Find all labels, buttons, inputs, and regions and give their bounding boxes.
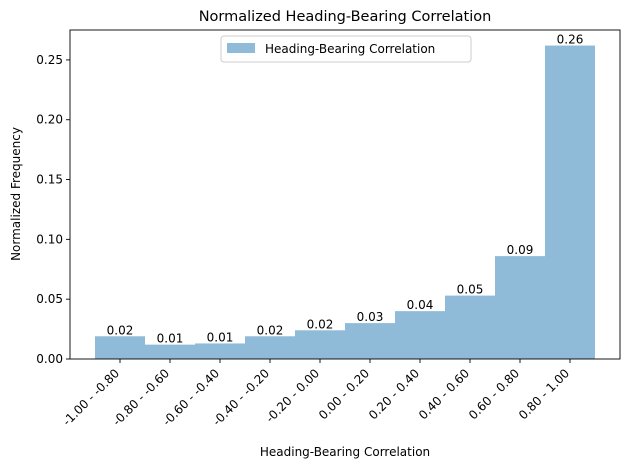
y-tick-label-0: 0.00 xyxy=(36,352,63,366)
bar-1 xyxy=(145,344,195,359)
legend: Heading-Bearing Correlation xyxy=(220,35,472,63)
legend-swatch xyxy=(227,43,255,53)
y-axis-label: Normalized Frequency xyxy=(9,127,23,261)
x-tick-label-8: 0.60 - 0.80 xyxy=(466,366,522,422)
chart-title: Normalized Heading-Bearing Correlation xyxy=(199,9,492,25)
y-tick-label-2: 0.10 xyxy=(36,232,63,246)
bar-7 xyxy=(445,295,495,359)
y-tick-label-5: 0.25 xyxy=(36,53,63,67)
bar-3 xyxy=(245,336,295,359)
y-tick-label-3: 0.15 xyxy=(36,173,63,187)
x-tick-label-7: 0.40 - 0.60 xyxy=(416,366,472,422)
x-axis-label: Heading-Bearing Correlation xyxy=(260,445,430,459)
x-tick-label-5: 0.00 - 0.20 xyxy=(316,366,372,422)
bar-8 xyxy=(495,256,545,359)
y-axis: 0.00 0.05 0.10 0.15 0.20 0.25 xyxy=(36,53,70,366)
x-tick-label-6: 0.20 - 0.40 xyxy=(366,366,422,422)
data-label-7: 0.05 xyxy=(457,283,484,297)
bar-6 xyxy=(395,311,445,359)
x-tick-label-9: 0.80 - 1.00 xyxy=(516,366,572,422)
x-tick-label-4: -0.20 - 0.00 xyxy=(263,366,322,425)
data-labels-layer: 0.02 0.01 0.01 0.02 0.02 0.03 0.04 0.05 0.09 0.26 xyxy=(107,33,584,346)
x-axis: -1.00 - -0.80-0.80 - -0.60-0.60 - -0.40-… xyxy=(60,359,572,428)
data-label-2: 0.01 xyxy=(207,330,234,344)
bar-0 xyxy=(95,336,145,359)
data-label-9: 0.26 xyxy=(557,33,584,47)
plot-frame xyxy=(69,29,621,360)
bar-9 xyxy=(545,45,595,359)
data-label-4: 0.02 xyxy=(307,317,334,331)
bars-layer xyxy=(95,45,595,359)
data-label-3: 0.02 xyxy=(257,323,284,337)
data-label-5: 0.03 xyxy=(357,310,384,324)
data-label-6: 0.04 xyxy=(407,298,434,312)
data-label-8: 0.09 xyxy=(507,243,534,257)
bar-5 xyxy=(345,323,395,359)
bar-4 xyxy=(295,330,345,359)
y-tick-label-1: 0.05 xyxy=(36,292,63,306)
data-label-0: 0.02 xyxy=(107,323,134,337)
legend-box xyxy=(220,35,472,63)
bar-2 xyxy=(195,343,245,359)
data-label-1: 0.01 xyxy=(157,332,184,346)
legend-label: Heading-Bearing Correlation xyxy=(265,42,435,56)
y-tick-label-4: 0.20 xyxy=(36,113,63,127)
